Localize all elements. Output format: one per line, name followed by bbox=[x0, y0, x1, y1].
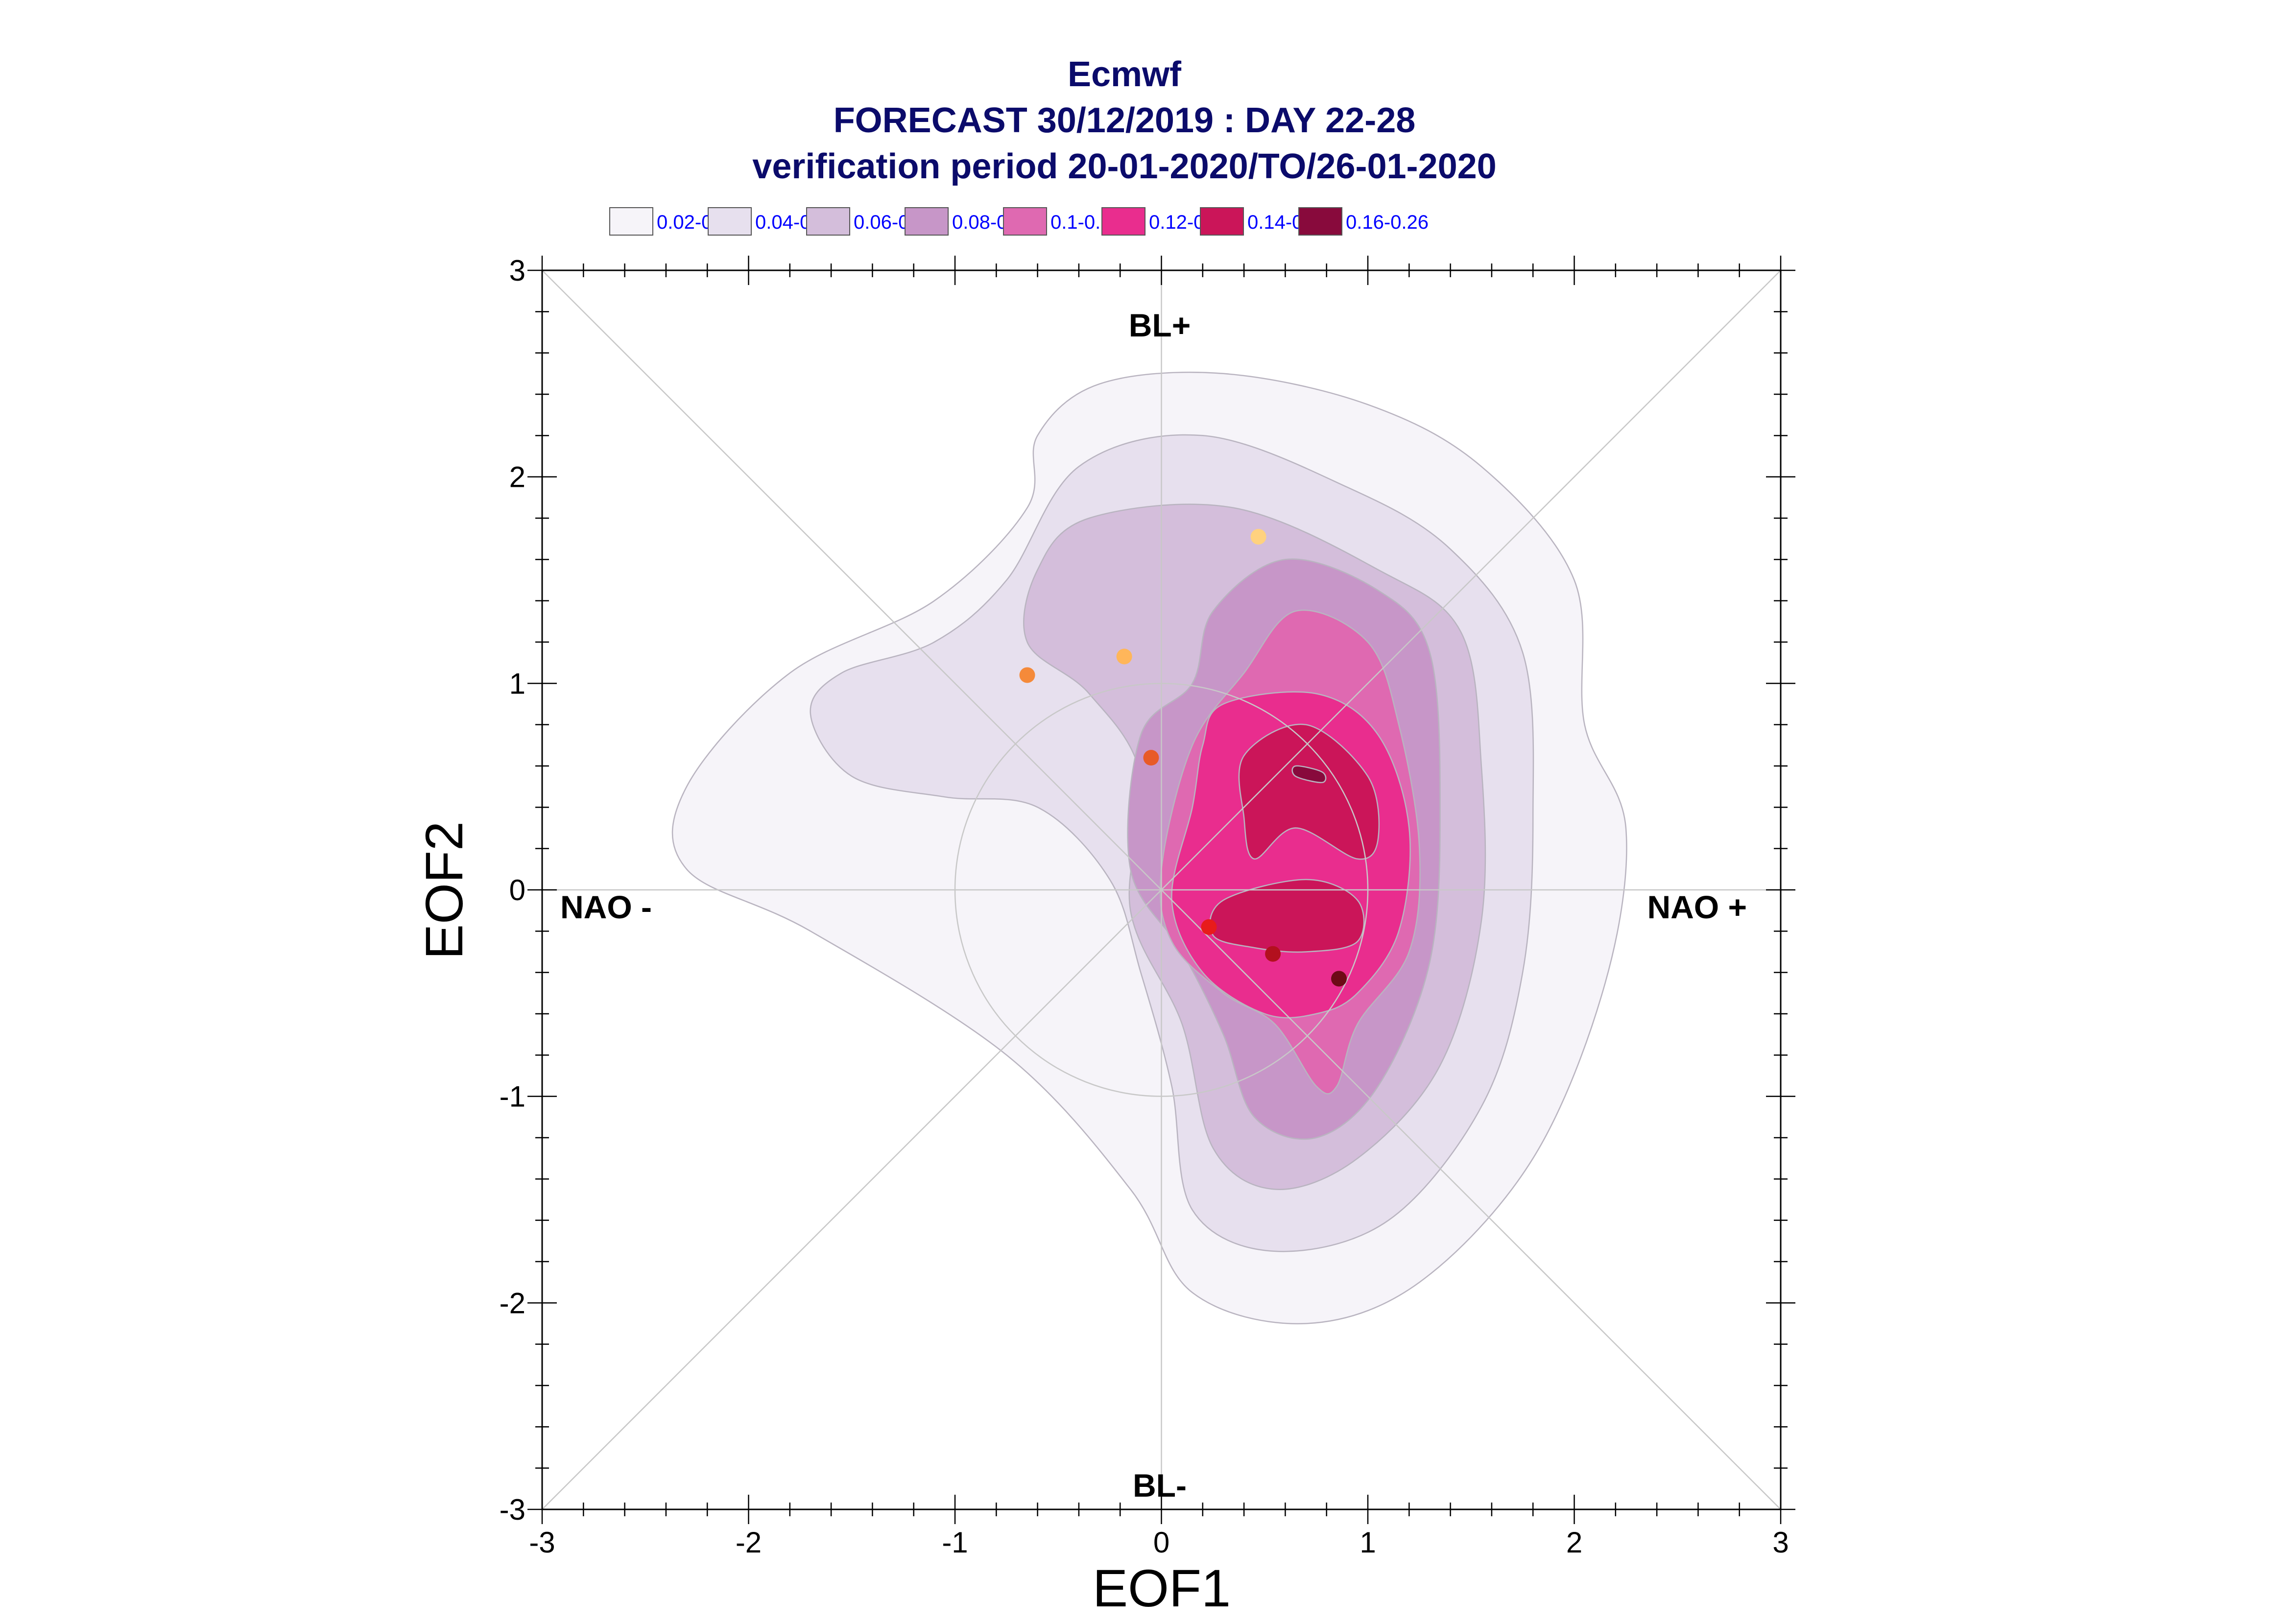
regime-label-bl-minus: BL- bbox=[1133, 1467, 1187, 1504]
regime-labels: BL+ BL- NAO - NAO + bbox=[560, 307, 1747, 1504]
legend-swatch bbox=[905, 207, 949, 236]
data-point bbox=[1116, 648, 1132, 665]
legend-swatch bbox=[806, 207, 850, 236]
chart-subtitle: FORECAST 30/12/2019 : DAY 22-28 bbox=[834, 101, 1416, 140]
data-point bbox=[1265, 946, 1281, 962]
x-tick-label: 0 bbox=[1153, 1526, 1169, 1559]
density-contours bbox=[671, 371, 1627, 1325]
x-tick-label: 2 bbox=[1566, 1526, 1582, 1559]
x-tick-label: 3 bbox=[1772, 1526, 1789, 1559]
density-contour bbox=[1209, 879, 1365, 953]
data-point bbox=[1250, 528, 1266, 545]
data-point bbox=[1201, 919, 1217, 935]
y-tick-label: 1 bbox=[509, 667, 525, 700]
y-tick-label: -2 bbox=[500, 1287, 525, 1319]
guide-lines bbox=[542, 270, 1781, 1510]
y-tick-label: 3 bbox=[509, 254, 525, 287]
density-contour bbox=[1291, 765, 1327, 784]
legend: 0.02-0.04 0.04-0.06 0.06-0.08 0.08-0.1 0.1-0… bbox=[609, 207, 1429, 236]
axes: -3 -2 -1 0 1 2 3 -3 -2 -1 0 1 2 3 bbox=[500, 254, 1795, 1559]
x-tick-label: -2 bbox=[736, 1526, 762, 1559]
legend-swatch bbox=[708, 207, 752, 236]
y-tick-label: -3 bbox=[500, 1493, 525, 1526]
density-contour bbox=[1238, 723, 1380, 860]
y-tick-label: 0 bbox=[509, 874, 525, 907]
legend-swatch bbox=[1298, 207, 1342, 236]
regime-label-nao-minus: NAO - bbox=[560, 889, 652, 925]
x-tick-label: -1 bbox=[942, 1526, 968, 1559]
regime-label-nao-plus: NAO + bbox=[1647, 889, 1747, 925]
legend-label: 0.16-0.26 bbox=[1346, 212, 1429, 233]
legend-swatch bbox=[609, 207, 653, 236]
chart-verification-period: verification period 20-01-2020/TO/26-01-… bbox=[752, 147, 1496, 186]
chart-title: Ecmwf bbox=[1068, 55, 1182, 94]
forecast-points bbox=[1019, 528, 1347, 987]
x-tick-label: -3 bbox=[529, 1526, 555, 1559]
x-axis-title: EOF1 bbox=[1093, 1558, 1231, 1618]
legend-swatch bbox=[1101, 207, 1146, 236]
data-point bbox=[1331, 971, 1347, 987]
y-tick-label: -1 bbox=[500, 1080, 525, 1113]
data-point bbox=[1143, 750, 1159, 766]
legend-swatch bbox=[1003, 207, 1047, 236]
x-tick-label: 1 bbox=[1360, 1526, 1376, 1559]
legend-swatch bbox=[1200, 207, 1244, 236]
y-tick-label: 2 bbox=[509, 461, 525, 494]
data-point bbox=[1019, 667, 1035, 683]
regime-label-bl-plus: BL+ bbox=[1129, 307, 1191, 343]
y-axis-title: EOF2 bbox=[414, 821, 474, 959]
reference-circle bbox=[954, 683, 1369, 1097]
